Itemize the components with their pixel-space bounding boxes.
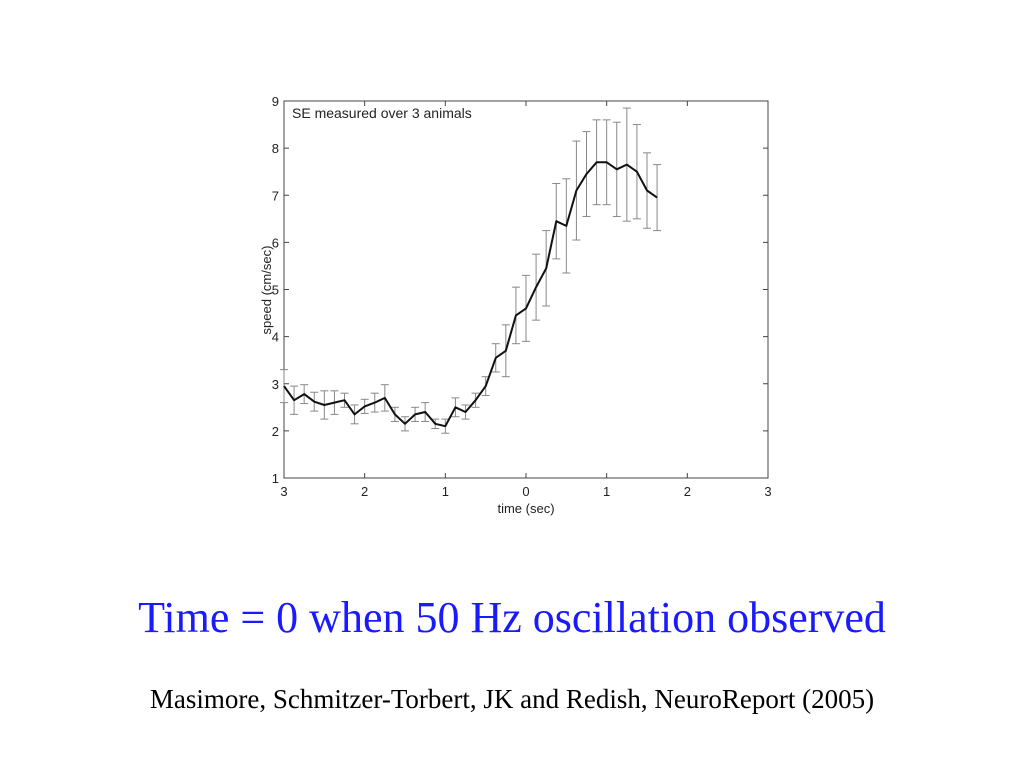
y-tick-label: 8: [272, 141, 279, 156]
x-tick-label: 1: [603, 484, 610, 499]
y-axis-label: speed (cm/sec): [259, 246, 274, 335]
series-line-group: [283, 161, 658, 428]
slide-caption: Time = 0 when 50 Hz oscillation observed: [138, 593, 886, 642]
x-tick-label: 3: [764, 484, 771, 499]
x-tick-label: 3: [280, 484, 287, 499]
y-tick-label: 5: [272, 283, 279, 298]
y-tick-label: 7: [272, 188, 279, 203]
y-tick-label: 1: [272, 471, 279, 486]
chart-annotation: SE measured over 3 animals: [292, 105, 472, 121]
y-tick-label: 2: [272, 424, 279, 439]
x-tick-label: 2: [684, 484, 691, 499]
x-tick-label: 2: [361, 484, 368, 499]
errorbars: [280, 107, 662, 434]
y-tick-label: 4: [272, 330, 279, 345]
x-tick-label: 1: [442, 484, 449, 499]
slide-citation: Masimore, Schmitzer-Torbert, JK and Redi…: [149, 684, 875, 714]
x-axis-label: time (sec): [497, 501, 554, 516]
y-tick-label: 9: [272, 94, 279, 109]
y-tick-label: 6: [272, 235, 279, 250]
series-line: [283, 161, 658, 428]
x-tick-label: 0: [522, 484, 529, 499]
y-tick-label: 3: [272, 377, 279, 392]
